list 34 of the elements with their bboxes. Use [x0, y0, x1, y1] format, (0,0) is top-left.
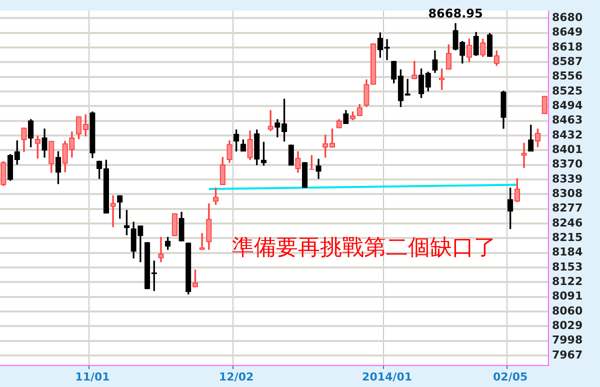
y-tick-label: 8029 [552, 319, 583, 332]
y-tick-label: 8401 [552, 143, 583, 156]
y-tick-label: 8587 [552, 55, 583, 68]
y-tick-label: 8525 [552, 84, 583, 98]
y-tick-label: 8246 [552, 216, 583, 230]
y-tick-label: 8370 [552, 158, 583, 171]
candlestick [110, 195, 116, 228]
y-tick-label: 8556 [552, 70, 583, 83]
candlestick [268, 110, 274, 132]
y-tick-label: 8618 [552, 40, 583, 54]
y-tick-label: 8308 [552, 187, 583, 200]
y-tick-label: 7967 [552, 348, 583, 362]
annotation: 8668.95 [428, 6, 483, 21]
y-tick-label: 8091 [552, 290, 583, 303]
x-tick-label: 02/05 [493, 370, 528, 384]
y-tick-label: 8122 [552, 275, 583, 288]
annotation: 準備要再挑戰第二個缺口了 [232, 236, 496, 261]
y-tick-label: 8060 [552, 304, 583, 318]
y-tick-label: 8649 [552, 26, 583, 39]
y-tick-label: 8494 [552, 99, 583, 112]
y-tick-label: 8680 [552, 11, 583, 24]
candlestick [158, 236, 164, 262]
y-tick-label: 7998 [552, 334, 583, 347]
x-tick-label: 11/01 [75, 370, 110, 384]
y-tick-label: 8432 [552, 128, 583, 142]
y-tick-label: 8184 [552, 246, 583, 259]
y-tick-label: 8153 [552, 260, 583, 274]
y-tick-label: 8463 [552, 114, 583, 127]
candlestick [521, 142, 527, 168]
y-tick-label: 8277 [552, 202, 583, 215]
x-tick-label: 2014/01 [362, 370, 412, 384]
y-tick-label: 8339 [552, 172, 583, 186]
y-tick-label: 8215 [552, 231, 583, 244]
x-tick-label: 12/02 [219, 370, 254, 384]
